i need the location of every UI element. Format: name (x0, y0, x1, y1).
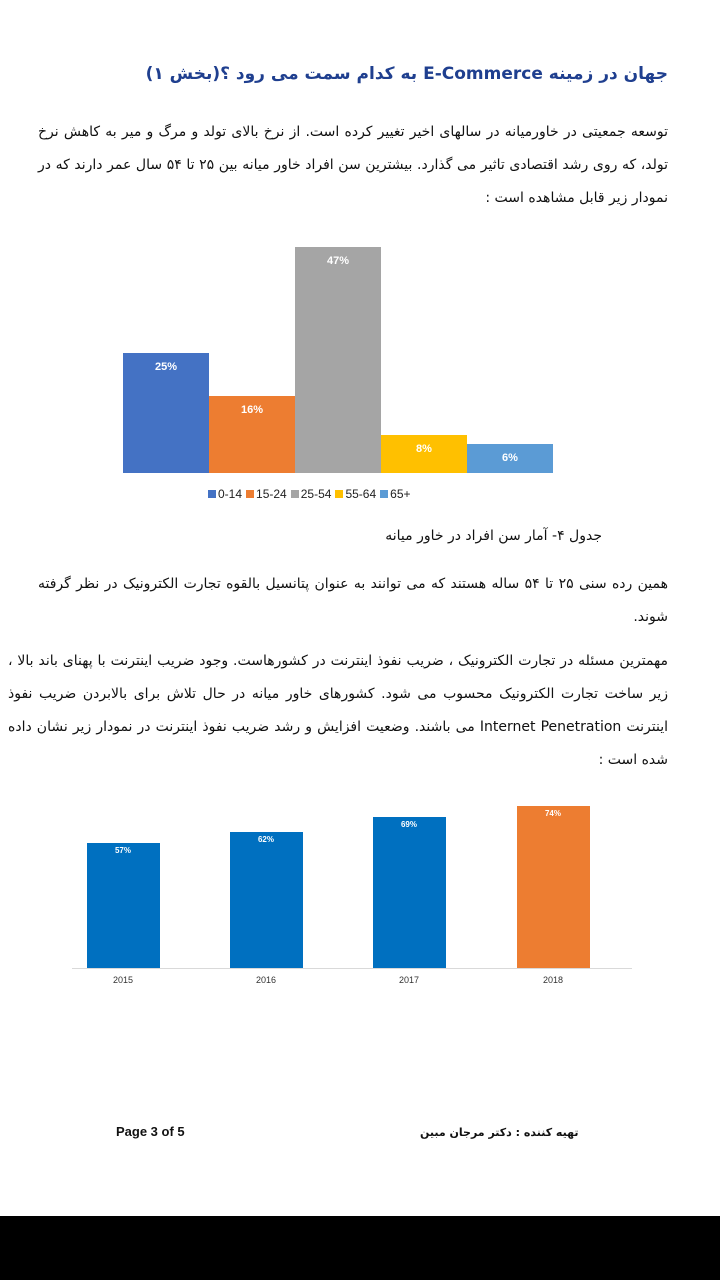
x-tick-label: 2017 (398, 975, 420, 985)
age-bar-label: 16% (240, 404, 264, 416)
legend-label: 25-54 (300, 487, 332, 501)
penetration-bar-label: 69% (400, 820, 417, 829)
age-bar-0-14: 25% (123, 353, 209, 473)
bottom-bar (0, 1216, 720, 1280)
legend-item-0-14: 0-14 (208, 487, 242, 501)
age-bar-label: 47% (326, 255, 350, 267)
legend-label: 15-24 (256, 487, 287, 501)
penetration-bar-2015: 57% (86, 843, 160, 968)
x-tick-label: 2018 (542, 975, 564, 985)
penetration-bar-label: 62% (257, 835, 274, 844)
legend-swatch (335, 490, 344, 498)
legend-item-65+: 65+ (380, 487, 411, 501)
legend-swatch (246, 490, 255, 498)
penetration-bar-2018: 74% (516, 806, 590, 968)
x-tick-label: 2016 (255, 975, 277, 985)
penetration-bar-label: 57% (114, 846, 131, 855)
age-bar-label: 8% (416, 443, 432, 455)
legend-item-15-24: 15-24 (246, 487, 287, 501)
age-bar-65+: 6% (467, 444, 553, 473)
paragraph-penetration: مهمترین مسئله در تجارت الکترونیک ، ضریب … (8, 653, 669, 768)
age-bar-15-24: 16% (209, 396, 295, 473)
penetration-bar-2017: 69% (372, 817, 446, 968)
legend-swatch (290, 490, 299, 498)
legend-swatch (380, 490, 389, 498)
paragraph-intro: توسعه جمعیتی در خاورمیانه در سالهای اخیر… (38, 124, 668, 206)
author-credit: تهیه کننده : دکتر مرجان مبین (420, 1126, 579, 1139)
age-bar-label: 25% (154, 361, 178, 373)
legend-item-55-64: 55-64 (335, 487, 376, 501)
penetration-bar-2016: 62% (229, 832, 303, 968)
chart-caption: جدول ۴- آمار سن افراد در خاور میانه (385, 528, 602, 544)
age-bar-25-54: 47% (295, 247, 381, 473)
paragraph-potential: همین رده سنی ۲۵ تا ۵۴ ساله هستند که می ت… (38, 576, 669, 625)
legend-swatch (208, 490, 216, 498)
age-bar-label: 6% (502, 452, 518, 464)
age-chart-legend: 0-14 15-24 25-54 55-64 65+ (208, 487, 415, 501)
x-tick-label: 2015 (112, 975, 134, 985)
legend-label: 65+ (390, 487, 411, 501)
penetration-bar-label: 74% (544, 809, 561, 818)
legend-label: 0-14 (218, 487, 243, 501)
page-title: جهان در زمینه E-Commerce به کدام سمت می … (145, 64, 668, 84)
page-number: Page 3 of 5 (116, 1124, 185, 1139)
age-bar-55-64: 8% (381, 435, 467, 473)
penetration-chart-axis (72, 968, 632, 969)
legend-item-25-54: 25-54 (290, 487, 332, 501)
legend-label: 55-64 (345, 487, 377, 501)
